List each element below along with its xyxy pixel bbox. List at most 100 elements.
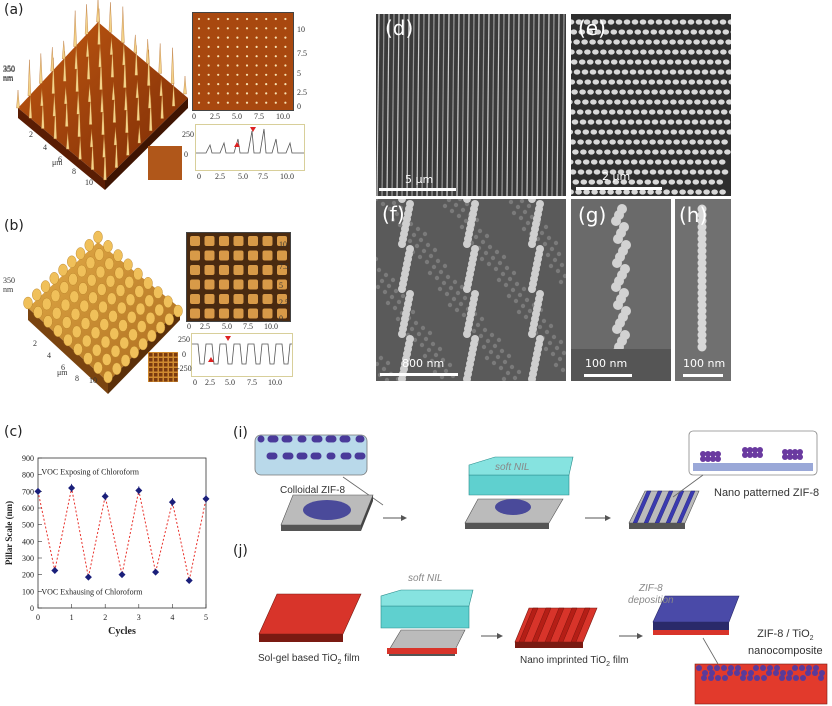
- scale-bar-d: [379, 188, 456, 191]
- panel-label-c: (c): [4, 424, 23, 440]
- afm-a-map-tick: 7.5: [297, 49, 307, 58]
- label-zif8-deposition: ZIF-8 deposition: [628, 583, 674, 606]
- afm-a-map-x-tick: 0: [192, 112, 196, 121]
- afm-b-x-tick: 2: [33, 339, 37, 348]
- data-point: [168, 498, 176, 506]
- annotation-exposing: VOC Exposing of Chloroform: [41, 468, 139, 477]
- afm-a-map-x-tick: 7.5: [254, 112, 264, 121]
- afm-a-profile: [195, 124, 305, 171]
- afm-b-profile-x-tick: 0: [193, 378, 197, 387]
- data-point: [152, 568, 160, 576]
- afm-3d-surface-b: [23, 230, 183, 394]
- afm-a-thumbnail: [148, 146, 182, 180]
- annotation-exhausing: VOC Exhausing of Chloroform: [41, 588, 143, 597]
- scale-bar-g: [584, 374, 632, 377]
- scale-bar-e: [576, 187, 662, 190]
- afm-a-x-tick: 2: [29, 130, 33, 139]
- afm-b-profile-x-tick: 10.0: [268, 378, 282, 387]
- x-tick-label: 3: [137, 613, 141, 622]
- afm-b-profile-x-tick: 7.5: [247, 378, 257, 387]
- afm-b-thumbnail: [148, 352, 178, 382]
- afm-b-profile-y-tick: -250: [177, 364, 192, 373]
- y-tick-label: 900: [22, 454, 34, 463]
- afm-a-height-map: [192, 12, 294, 111]
- x-tick-label: 0: [36, 613, 40, 622]
- afm-a-z-unit: nm: [3, 73, 14, 82]
- afm-a-map-tick: 5: [297, 69, 301, 78]
- scale-label-f: 800 nm: [402, 357, 445, 370]
- sem-image-f: [376, 199, 566, 381]
- x-tick-label: 5: [204, 613, 208, 622]
- afm-b-height-map: [186, 232, 291, 322]
- label-soft-nil-i: soft NIL: [495, 462, 530, 473]
- afm-a-map-tick: 2.5: [297, 88, 307, 97]
- svg-text:350: 350: [3, 65, 15, 74]
- x-tick-label: 4: [170, 613, 174, 622]
- afm-a-x-tick: 6: [58, 155, 62, 164]
- label-zif8-tio2-nanocomposite: ZIF-8 / TiO2 nanocomposite: [748, 628, 823, 658]
- panel-label-i: (i): [233, 425, 248, 441]
- label-soft-nil-j: soft NIL: [408, 573, 443, 584]
- afm-b-z-unit: nm: [3, 285, 14, 294]
- afm-a-profile-y-tick: 250: [182, 130, 194, 139]
- afm-a-x-unit: μm: [52, 158, 63, 167]
- label-sol-gel-film: Sol-gel based TiO2 film: [258, 653, 360, 666]
- diagram-i: [254, 430, 818, 531]
- afm-a-profile-x-tick: 7.5: [258, 172, 268, 181]
- x-axis-label: Cycles: [108, 626, 136, 637]
- afm-a-profile-x-tick: 2.5: [215, 172, 225, 181]
- panel-label-b: (b): [4, 218, 24, 234]
- afm-b-map-tick: 2.5: [279, 298, 289, 307]
- data-point: [135, 487, 143, 494]
- afm-a-map-x-tick: 10.0: [276, 112, 290, 121]
- data-point: [51, 567, 59, 574]
- sem-image-d: [376, 14, 566, 196]
- panel-label-a: (a): [4, 2, 24, 18]
- pillar-scale-chart: 0 100 200 300 400 500 600 700 800 900 0 1 2 3 4 5 Cycles…: [4, 454, 210, 637]
- afm-b-map-tick: 7.5: [279, 262, 289, 271]
- afm-a-profile-x-tick: 5.0: [238, 172, 248, 181]
- afm-b-x-tick: 10: [89, 376, 97, 385]
- series-line: [37, 487, 207, 581]
- afm-a-profile-x-tick: 0: [197, 172, 201, 181]
- afm-b-x-tick: 4: [47, 351, 51, 360]
- afm-a-profile-y-tick: 0: [184, 150, 188, 159]
- scale-bar-f: [380, 373, 458, 376]
- panel-label-d: (d): [385, 16, 414, 40]
- sem-image-h: [675, 199, 731, 381]
- x-tick-label: 1: [70, 613, 74, 622]
- y-tick-label: 100: [22, 587, 34, 596]
- scale-label-g: 100 nm: [585, 357, 628, 370]
- scale-label-e: 2 μm: [602, 170, 631, 183]
- afm-b-map-x-tick: 7.5: [243, 322, 253, 331]
- scale-label-d: 5 μm: [405, 173, 434, 186]
- y-tick-label: 0: [30, 604, 34, 613]
- data-point: [84, 573, 92, 581]
- afm-b-x-unit: μm: [57, 368, 68, 377]
- afm-a-map-x-tick: 5.0: [232, 112, 242, 121]
- y-tick-label: 400: [22, 537, 34, 546]
- data-point: [185, 577, 193, 584]
- data-point: [118, 571, 126, 579]
- panel-label-f: (f): [382, 202, 405, 226]
- y-tick-label: 600: [22, 504, 34, 513]
- afm-b-map-x-tick: 10.0: [264, 322, 278, 331]
- y-tick-label: 500: [22, 521, 34, 530]
- afm-a-map-tick: 0: [297, 102, 301, 111]
- sem-image-e: [571, 14, 731, 196]
- afm-b-map-tick: 0: [279, 314, 283, 323]
- y-tick-label: 300: [22, 554, 34, 563]
- label-nano-imprinted-film: Nano imprinted TiO2 film: [520, 655, 629, 668]
- afm-b-map-tick: 5: [279, 281, 283, 290]
- y-axis-label: Pillar Scale (nm): [4, 501, 14, 565]
- afm-b-map-x-tick: 0: [187, 322, 191, 331]
- data-point: [101, 492, 109, 500]
- afm-b-profile-y-tick: 250: [178, 335, 190, 344]
- afm-a-x-tick: 10: [85, 178, 93, 187]
- afm-b-profile: [191, 333, 293, 377]
- x-tick-label: 2: [103, 613, 107, 622]
- label-colloidal-zif8: Colloidal ZIF-8: [280, 485, 346, 496]
- afm-b-map-x-tick: 5.0: [222, 322, 232, 331]
- y-tick-label: 200: [22, 571, 34, 580]
- scale-bar-h: [683, 374, 723, 377]
